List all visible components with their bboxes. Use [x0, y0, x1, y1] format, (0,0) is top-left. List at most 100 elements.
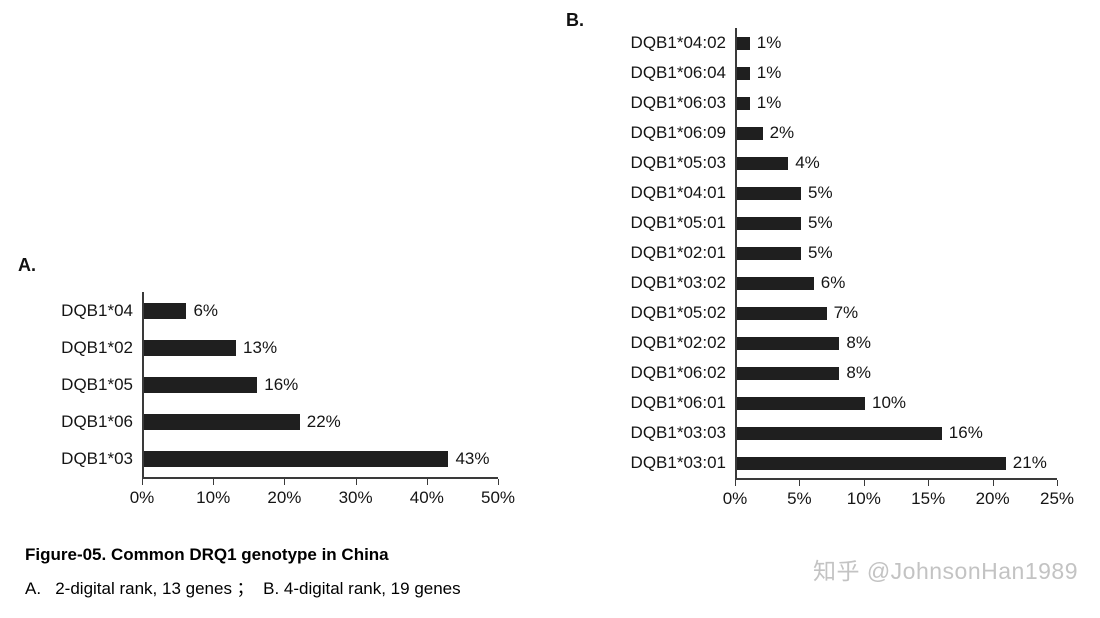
bar-value-label: 43% — [455, 448, 490, 468]
x-axis-tick-label: 10% — [196, 488, 231, 507]
bar-row: DQB1*04:01 5% — [603, 178, 1057, 208]
x-axis-tick-label: 20% — [267, 488, 302, 507]
bar-value-label: 1% — [756, 63, 782, 82]
x-axis: 0% 5% 10% 15% 20% 25% — [723, 478, 1074, 508]
category-label: DQB1*04 — [61, 300, 133, 320]
x-axis-tick — [863, 480, 865, 486]
bar — [144, 339, 237, 356]
bar-plot-area: 10% — [735, 388, 1057, 418]
bar-row: DQB1*06:01 10% — [603, 388, 1057, 418]
bar — [737, 456, 1006, 470]
bar-plot-area: 8% — [735, 328, 1057, 358]
caption-title: Figure-05. Common DRQ1 genotype in China — [25, 545, 389, 564]
bar — [737, 126, 763, 140]
bar-row: DQB1*05:01 5% — [603, 208, 1057, 238]
bar — [737, 96, 750, 110]
category-label: DQB1*05:02 — [630, 303, 726, 322]
bar-plot-area: 2% — [735, 118, 1057, 148]
category-label: DQB1*06:09 — [630, 123, 726, 142]
bar-plot-area: 1% — [735, 28, 1057, 58]
caption-subtitle: A. 2-digital rank, 13 genes ； B. 4-digit… — [25, 579, 461, 598]
bar-plot-area: 4% — [735, 148, 1057, 178]
category-label: DQB1*05:01 — [630, 213, 726, 232]
bar-row: DQB1*02:02 8% — [603, 328, 1057, 358]
bar — [737, 426, 942, 440]
x-axis-tick — [1057, 480, 1058, 486]
chart-panel-a: DQB1*04 6% DQB1*02 13% DQB1*05 16% DQB1*06 22% D… — [30, 292, 515, 507]
x-axis-tick — [213, 479, 215, 485]
x-axis-tick — [799, 480, 801, 486]
bar-plot-area: 16% — [735, 418, 1057, 448]
bar-row: DQB1*03:03 16% — [603, 418, 1057, 448]
category-label: DQB1*06:03 — [630, 93, 726, 112]
bar-plot-area: 5% — [735, 178, 1057, 208]
bar-value-label: 13% — [243, 337, 278, 357]
x-axis-tick-label: 0% — [722, 489, 748, 508]
bar-plot-area: 7% — [735, 298, 1057, 328]
bar — [737, 36, 750, 50]
bar — [144, 376, 258, 393]
x-axis-tick — [355, 479, 357, 485]
x-axis-tick-label: 20% — [975, 489, 1010, 508]
x-axis-tick — [284, 479, 286, 485]
bar-plot-area: 8% — [735, 358, 1057, 388]
bar-value-label: 5% — [808, 213, 833, 232]
x-axis-tick — [928, 480, 930, 486]
bar-row: DQB1*04 6% — [30, 292, 498, 329]
bar-row: DQB1*02:01 5% — [603, 238, 1057, 268]
x-axis-tick-label: 15% — [911, 489, 946, 508]
category-label: DQB1*06:02 — [630, 363, 726, 382]
bar — [737, 246, 801, 260]
bar-row: DQB1*06:09 2% — [603, 118, 1057, 148]
category-label: DQB1*02:02 — [630, 333, 726, 352]
bar-value-label: 21% — [1012, 453, 1047, 472]
category-label: DQB1*03:01 — [630, 453, 726, 472]
bar-value-label: 16% — [264, 374, 299, 394]
bar — [737, 306, 827, 320]
bar-value-label: 8% — [846, 333, 871, 352]
bar-value-label: 10% — [872, 393, 907, 412]
bar-value-label: 6% — [193, 300, 219, 320]
x-axis-tick — [498, 479, 499, 485]
bar — [737, 186, 801, 200]
bar-plot-area: 22% — [142, 403, 498, 440]
x-axis-tick-label: 50% — [480, 488, 516, 507]
category-label: DQB1*02:01 — [630, 243, 726, 262]
x-axis-tick-label: 0% — [129, 488, 155, 507]
bar-value-label: 16% — [948, 423, 983, 442]
bar-value-label: 1% — [756, 33, 782, 52]
bar-plot-area: 16% — [142, 366, 498, 403]
category-label: DQB1*06:01 — [630, 393, 726, 412]
bar-row: DQB1*02 13% — [30, 329, 498, 366]
bar-plot-area: 13% — [142, 329, 498, 366]
bar — [737, 156, 789, 170]
bar — [144, 413, 300, 430]
chart-rows: DQB1*04:02 1% DQB1*06:04 1% DQB1*06:03 1% DQB1… — [603, 28, 1057, 478]
bar-row: DQB1*06 22% — [30, 403, 498, 440]
bar-plot-area: 43% — [142, 440, 498, 477]
category-label: DQB1*06 — [61, 411, 133, 431]
bar-value-label: 2% — [769, 123, 795, 142]
bar-plot-area: 5% — [735, 208, 1057, 238]
x-axis-tick — [992, 480, 994, 486]
bar — [737, 216, 801, 230]
watermark: 知乎 @JohnsonHan1989 — [812, 558, 1078, 584]
x-axis-tick — [735, 480, 736, 486]
category-label: DQB1*04:01 — [630, 183, 726, 202]
bar — [144, 302, 187, 319]
bar — [737, 396, 865, 410]
bar-value-label: 4% — [795, 153, 820, 172]
bar — [737, 276, 814, 290]
bar-value-label: 8% — [846, 363, 871, 382]
bar — [737, 336, 840, 350]
category-label: DQB1*03:03 — [630, 423, 726, 442]
category-label: DQB1*05 — [61, 374, 133, 394]
bar-row: DQB1*05 16% — [30, 366, 498, 403]
bar-plot-area: 6% — [142, 292, 498, 329]
chart-rows: DQB1*04 6% DQB1*02 13% DQB1*05 16% DQB1*06 22% D… — [30, 292, 498, 477]
bar-value-label: 1% — [756, 93, 782, 112]
x-axis: 0% 10% 20% 30% 40% 50% — [130, 477, 515, 507]
bar-plot-area: 1% — [735, 88, 1057, 118]
bar-plot-area: 1% — [735, 58, 1057, 88]
